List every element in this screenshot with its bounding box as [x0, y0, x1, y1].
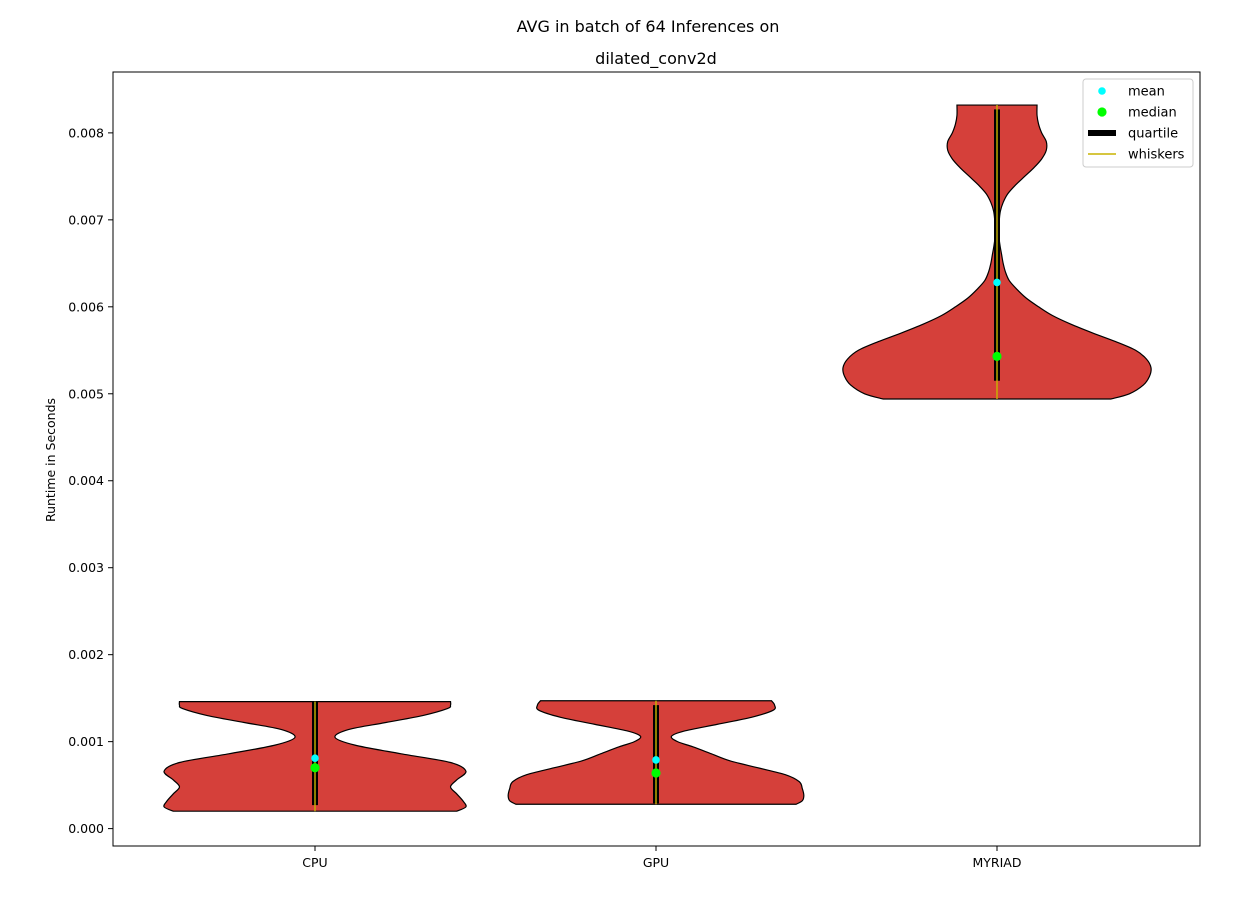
x-tick-label: MYRIAD — [973, 855, 1022, 870]
median-point — [992, 351, 1002, 361]
legend-marker-median — [1097, 107, 1107, 117]
y-tick-label: 0.002 — [68, 647, 104, 662]
y-tick-label: 0.007 — [68, 212, 104, 227]
stats-layer — [310, 105, 1002, 812]
y-tick-label: 0.001 — [68, 734, 104, 749]
legend-label-median: median — [1128, 106, 1177, 121]
y-tick-label: 0.000 — [68, 821, 104, 836]
y-tick-label: 0.005 — [68, 386, 104, 401]
y-tick-label: 0.003 — [68, 560, 104, 575]
chart-title: AVG in batch of 64 Inferences on — [517, 17, 780, 36]
y-tick-label: 0.006 — [68, 299, 104, 314]
chart-subtitle: dilated_conv2d — [595, 49, 717, 69]
legend-label-mean: mean — [1128, 85, 1165, 100]
mean-point — [993, 278, 1001, 287]
x-tick-label: GPU — [643, 855, 669, 870]
median-point — [651, 768, 661, 778]
legend-marker-quartile — [1088, 130, 1116, 136]
legend-box — [1082, 78, 1194, 168]
plot-frame — [112, 71, 1201, 847]
legend-marker-mean — [1098, 87, 1106, 95]
legend-label-quartile: quartile — [1128, 127, 1178, 142]
y-tick-label: 0.004 — [68, 473, 104, 488]
y-tick-label: 0.008 — [68, 125, 104, 140]
legend: mean median quartile whiskers — [1082, 78, 1194, 168]
legend-label-whiskers: whiskers — [1128, 148, 1185, 163]
y-axis-label: Runtime in Seconds — [43, 398, 58, 522]
x-tick-label: CPU — [302, 855, 327, 870]
median-point — [310, 763, 320, 773]
mean-point — [652, 756, 660, 764]
axes-layer: 0.000 0.001 0.002 0.003 0.004 0.005 0.006 0.007… — [68, 125, 1021, 870]
mean-point — [311, 754, 319, 762]
